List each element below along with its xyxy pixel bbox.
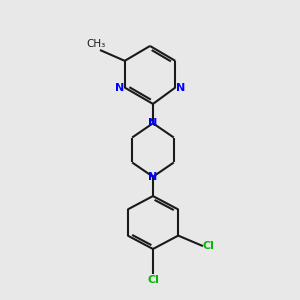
Text: N: N xyxy=(176,82,185,93)
Text: N: N xyxy=(148,172,158,182)
Text: N: N xyxy=(115,82,124,93)
Text: CH₃: CH₃ xyxy=(86,39,105,49)
Text: N: N xyxy=(148,118,158,128)
Text: Cl: Cl xyxy=(202,241,214,251)
Text: Cl: Cl xyxy=(147,275,159,285)
